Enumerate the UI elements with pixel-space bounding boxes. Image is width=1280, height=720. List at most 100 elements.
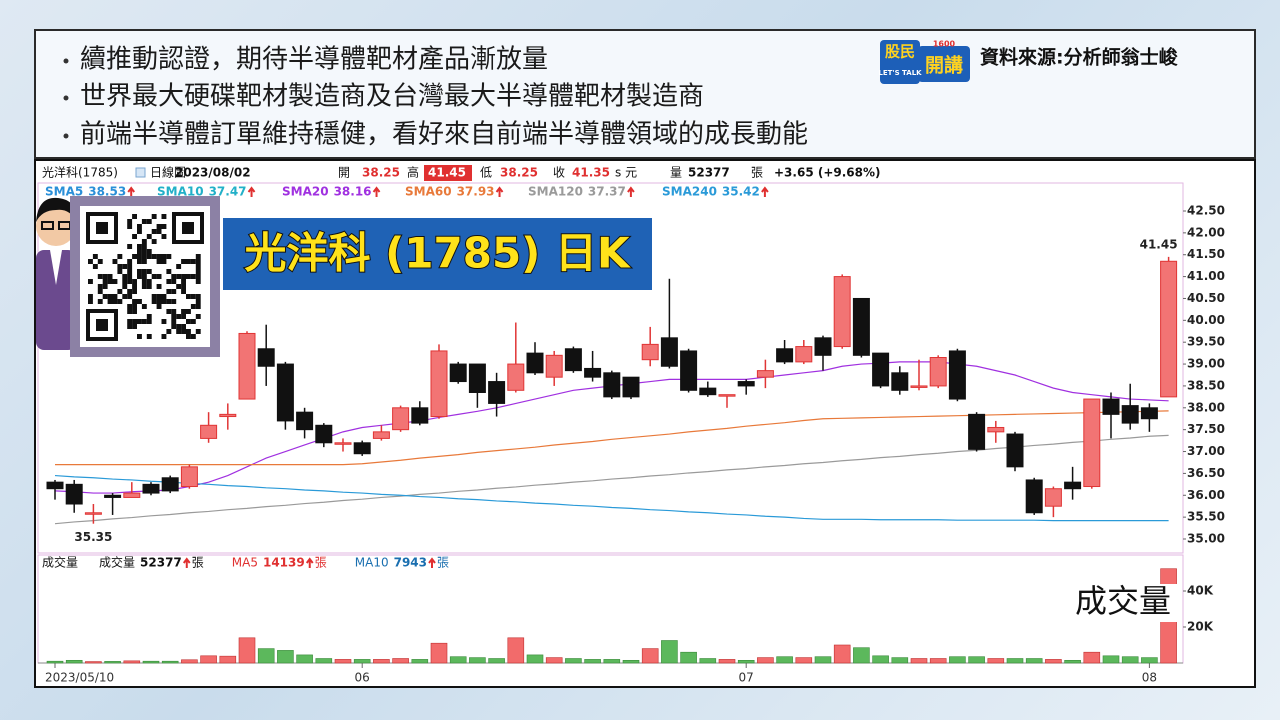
qr-module xyxy=(97,274,103,279)
qr-module xyxy=(88,299,93,304)
qr-module xyxy=(156,224,162,229)
candle-body xyxy=(276,363,294,422)
legend-unit: 張 xyxy=(437,556,449,570)
bullet-dot xyxy=(63,58,69,64)
qr-module xyxy=(137,254,142,259)
qr-module xyxy=(132,299,137,304)
candle-body xyxy=(948,350,966,400)
overlay-label: 成交量 xyxy=(1075,582,1171,620)
legend-unit: 張 xyxy=(315,556,327,570)
qr-module xyxy=(161,319,167,324)
qr-module xyxy=(132,319,137,324)
qr-module xyxy=(122,279,128,284)
qr-module xyxy=(122,274,128,279)
qr-module xyxy=(137,229,142,234)
qr-module xyxy=(161,294,167,299)
qr-module xyxy=(171,274,177,279)
qr-module xyxy=(166,279,172,284)
info-text: +3.65 (+9.68%) xyxy=(774,166,881,180)
qr-module xyxy=(181,329,186,334)
qr-module xyxy=(102,279,108,284)
volume-bar xyxy=(718,659,736,664)
qr-module xyxy=(127,259,133,264)
info-text: 低 xyxy=(480,166,492,180)
candle-body xyxy=(872,352,890,387)
legend-value: 37.47 xyxy=(209,185,247,199)
candle-body xyxy=(699,387,717,396)
qr-module xyxy=(97,259,103,264)
volume-bar xyxy=(622,659,640,664)
candle-body xyxy=(46,481,64,490)
qr-module xyxy=(146,314,152,319)
qr-module xyxy=(151,254,157,259)
qr-module xyxy=(195,299,201,304)
legend-value: 37.37 xyxy=(588,185,626,199)
qr-module xyxy=(151,239,157,244)
qr-module xyxy=(146,334,152,339)
qr-module xyxy=(156,254,162,259)
candle-body xyxy=(1160,260,1178,398)
price-annotation: 41.45 xyxy=(1140,237,1178,251)
qr-module xyxy=(161,259,167,264)
qr-module xyxy=(156,284,162,289)
candle-body xyxy=(680,350,698,391)
candle-body xyxy=(584,367,602,378)
qr-module xyxy=(117,269,123,274)
qr-module xyxy=(141,274,147,279)
up-arrow xyxy=(247,186,256,197)
candle-body xyxy=(1140,407,1158,420)
y-tick-label: 36.00 xyxy=(1187,488,1225,502)
qr-finder xyxy=(86,309,118,341)
qr-module xyxy=(195,329,201,334)
candle-body xyxy=(545,354,563,378)
qr-finder xyxy=(172,212,204,244)
candle-body xyxy=(1006,433,1024,468)
qr-module xyxy=(88,294,93,299)
qr-module xyxy=(190,304,196,309)
volume-bar xyxy=(526,654,544,664)
volume-bar xyxy=(1121,656,1139,664)
qr-module xyxy=(117,254,123,259)
qr-module xyxy=(137,249,142,254)
candle-body xyxy=(756,370,774,378)
volume-bar xyxy=(814,656,832,664)
candle-body xyxy=(411,407,429,424)
qr-module xyxy=(166,269,172,274)
candle-body xyxy=(219,413,237,418)
volume-bar xyxy=(584,659,601,664)
volume-bar xyxy=(46,660,64,664)
qr-module xyxy=(171,279,177,284)
qr-module xyxy=(88,279,93,284)
bullet-dot xyxy=(63,133,69,139)
qr-module xyxy=(127,279,133,284)
volume-bar xyxy=(891,657,909,664)
qr-module xyxy=(181,309,186,314)
logo: 股民 LET'S TALK 1600 開講 xyxy=(878,40,970,84)
qr-module xyxy=(161,334,167,339)
y-tick-label: 36.50 xyxy=(1187,466,1225,480)
qr-module xyxy=(161,234,167,239)
candle-body xyxy=(1025,479,1043,514)
logo-text: 股民 xyxy=(885,43,915,61)
y-tick-label: 39.50 xyxy=(1187,335,1225,349)
candle-body xyxy=(622,376,640,398)
volume-title: 成交量 xyxy=(42,555,78,570)
volume-bar xyxy=(469,657,486,664)
volume-bar xyxy=(929,658,947,664)
candle-body xyxy=(353,442,371,455)
candle-body xyxy=(372,431,390,439)
bullet-text: 續推動認證，期待半導體靶材產品漸放量 xyxy=(80,45,548,75)
candle-body xyxy=(200,424,218,439)
volume-bar xyxy=(1006,658,1024,664)
qr-module xyxy=(137,334,142,339)
candle-body xyxy=(737,381,755,387)
volume-bar xyxy=(1141,657,1158,664)
qr-module xyxy=(195,304,201,309)
header-box xyxy=(34,29,1256,159)
legend-name: MA10 xyxy=(355,556,389,570)
info-text: 38.25 xyxy=(362,166,400,180)
qr-module xyxy=(117,289,123,294)
y-tick-label: 41.50 xyxy=(1187,247,1225,261)
volume-bar xyxy=(545,657,563,664)
candle-body xyxy=(891,372,909,391)
